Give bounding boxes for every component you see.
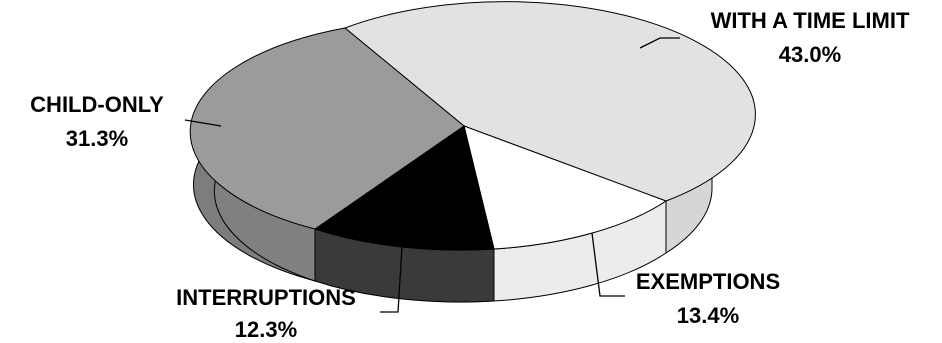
slice-interruptions: [313, 125, 495, 251]
slice-exemptions: [463, 125, 668, 250]
label-interruptions: INTERRUPTIONS: [176, 285, 356, 310]
value-with-a-time-limit: 43.0%: [779, 42, 841, 67]
label-exemptions: EXEMPTIONS: [636, 269, 780, 294]
slice-child-only: [189, 27, 465, 230]
value-interruptions: 12.3%: [235, 317, 297, 342]
leader-line-interruptions: [380, 245, 403, 313]
value-exemptions: 13.4%: [677, 303, 739, 328]
label-child-only: CHILD-ONLY: [30, 92, 164, 117]
label-with-a-time-limit: WITH A TIME LIMIT: [711, 8, 910, 33]
leader-line-exemptions: [591, 232, 625, 297]
leader-line-child-only: [184, 119, 222, 127]
value-child-only: 31.3%: [66, 126, 128, 151]
slice-with-a-time-limit: [344, 1, 756, 202]
leader-line-with-a-time-limit: [639, 37, 680, 49]
